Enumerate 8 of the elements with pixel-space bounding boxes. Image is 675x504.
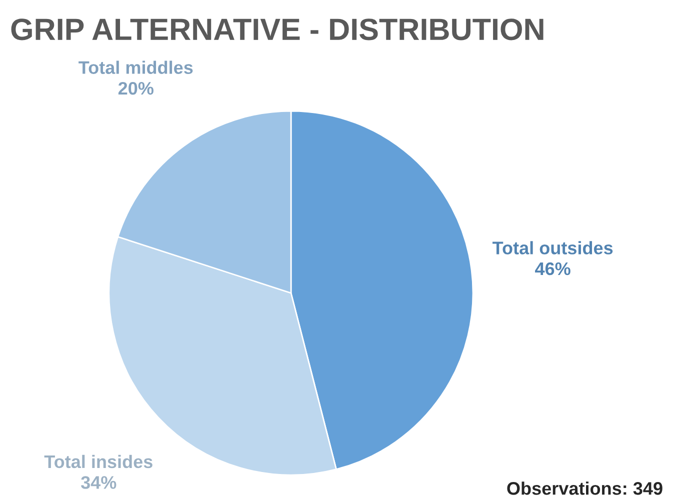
chart-title: GRIP ALTERNATIVE - DISTRIBUTION xyxy=(11,18,544,40)
text: Observations: 349 xyxy=(507,482,662,495)
slice-label: Total middles xyxy=(78,60,193,74)
slice-label: Total insides xyxy=(44,454,152,468)
data-label: 46% xyxy=(535,262,570,276)
data-label: 20% xyxy=(118,82,154,95)
data-label: 34% xyxy=(80,476,116,489)
slice-label: Total outsides xyxy=(492,241,613,254)
